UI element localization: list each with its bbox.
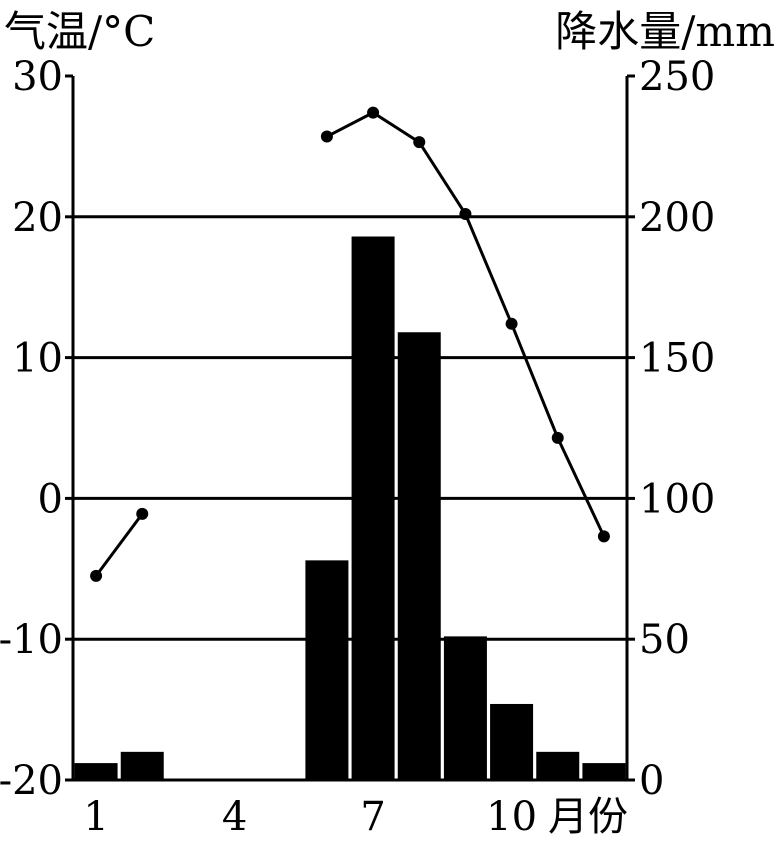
temperature-point [90, 569, 103, 582]
x-tick-label: 10 [486, 794, 537, 840]
x-tick-label: 1 [83, 794, 108, 840]
precipitation-bars [74, 236, 626, 781]
precip-bar [536, 751, 580, 780]
left-tick-label: 0 [38, 476, 63, 522]
right-tick-label: 250 [639, 54, 715, 100]
temperature-point [597, 530, 610, 543]
temperature-point [320, 130, 333, 143]
precip-bar [74, 763, 118, 780]
right-axis-title: 降水量/mm [555, 7, 775, 56]
left-tick-label: 20 [12, 195, 63, 241]
x-axis-unit: 月份 [548, 794, 628, 840]
right-tick-label: 50 [639, 617, 690, 663]
right-tick-label: 150 [639, 336, 715, 382]
precip-bar [490, 703, 534, 780]
precip-bar [397, 332, 441, 780]
temperature-point [413, 136, 426, 149]
x-tick-label: 7 [360, 794, 385, 840]
precip-bar [351, 236, 395, 781]
left-tick-label: -10 [0, 617, 63, 663]
left-tick-label: 30 [12, 54, 63, 100]
right-tick-label: 100 [639, 476, 715, 522]
temperature-line [90, 106, 610, 582]
right-tick-label: 0 [639, 758, 664, 804]
temperature-point [459, 207, 472, 220]
temperature-segment [94, 512, 144, 577]
precip-bar [305, 560, 349, 780]
precip-bar [443, 636, 487, 780]
precip-bar [582, 763, 626, 780]
right-tick-label: 200 [639, 195, 715, 241]
temperature-point [136, 507, 149, 520]
temperature-point [505, 317, 518, 330]
axes [71, 76, 629, 782]
x-tick-label: 4 [222, 794, 247, 840]
gridlines [73, 215, 627, 641]
left-tick-label: -20 [0, 758, 63, 804]
temperature-point [367, 106, 380, 119]
left-axis-title: 气温/°C [4, 7, 155, 56]
temperature-point [551, 431, 564, 444]
left-tick-label: 10 [12, 336, 63, 382]
precip-bar [120, 751, 164, 780]
